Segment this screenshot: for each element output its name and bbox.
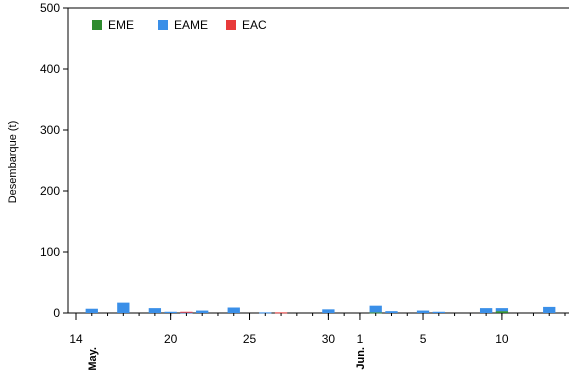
bar-eame [543, 306, 556, 313]
bar-eame [164, 311, 177, 313]
bars-layer [85, 302, 556, 314]
bar-eame [85, 308, 98, 313]
bar-eme [495, 311, 509, 313]
legend-label-eame: EAME [174, 18, 208, 32]
legend-swatch-eme [92, 20, 102, 30]
bar-eame [180, 312, 193, 314]
bar-eame [259, 312, 272, 314]
legend-label-eac: EAC [242, 18, 267, 32]
legend: EME EAME EAC [92, 18, 267, 32]
bar-eame [495, 308, 509, 312]
y-axis: 0 100 200 300 400 500 [40, 1, 68, 320]
bar-eame [432, 311, 445, 313]
bar-eac [180, 311, 193, 313]
x-axis: 14 20 25 30 1 5 10 May. Jun. [69, 313, 566, 371]
y-tick-label: 400 [40, 62, 60, 76]
x-tick-label: 30 [322, 332, 336, 346]
x-month-label: Jun. [355, 347, 367, 370]
y-tick-label: 100 [40, 245, 60, 259]
y-tick-label: 500 [40, 1, 60, 15]
legend-swatch-eac [226, 20, 236, 30]
bar-eac [274, 312, 288, 314]
x-tick-label: 10 [495, 332, 509, 346]
legend-swatch-eame [158, 20, 168, 30]
legend-label-eme: EME [108, 18, 134, 32]
x-tick-label: 5 [420, 332, 427, 346]
x-tick-label: 25 [243, 332, 257, 346]
x-tick-label: 1 [357, 332, 364, 346]
bar-eame [227, 307, 240, 313]
x-month-label: May. [87, 347, 99, 371]
y-tick-label: 300 [40, 123, 60, 137]
bar-eame [148, 308, 162, 313]
bar-eame [369, 305, 382, 313]
y-tick-label: 200 [40, 184, 60, 198]
plot-frame [67, 7, 569, 314]
x-tick-label: 20 [164, 332, 178, 346]
bar-eame [196, 310, 209, 313]
bar-eame [416, 310, 430, 313]
x-tick-label: 14 [69, 332, 83, 346]
bar-eame [322, 309, 335, 313]
bar-eame [479, 308, 493, 313]
y-axis-label: Desembarque (t) [7, 121, 19, 204]
bar-eme [369, 312, 382, 314]
y-tick-label: 0 [53, 306, 60, 320]
bar-eame [117, 302, 130, 313]
bar-eame [385, 311, 398, 313]
